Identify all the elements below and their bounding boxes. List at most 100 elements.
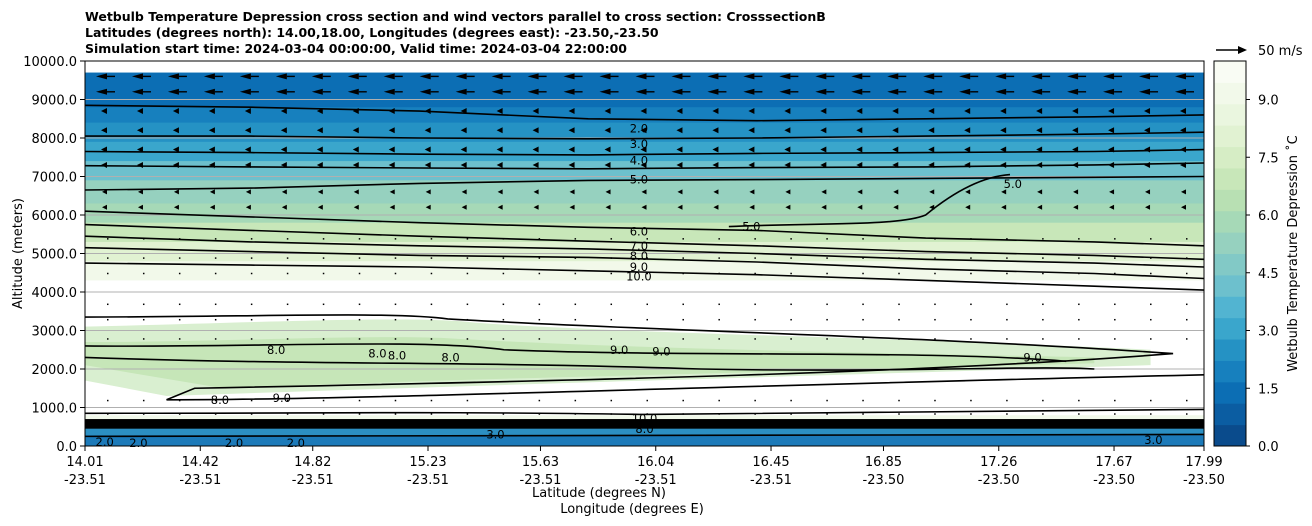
contour-label: 8.0 (630, 249, 648, 263)
x-axis-label-lat: Latitude (degrees N) (532, 486, 666, 501)
wind-vector (142, 318, 145, 321)
contour-lines (85, 104, 1204, 438)
wind-vector (1186, 318, 1188, 321)
wind-vector (1078, 238, 1080, 240)
wind-vector (568, 161, 575, 168)
wind-vector (527, 88, 539, 95)
wind-vector (748, 127, 755, 134)
contour-line (85, 210, 1204, 247)
contour-label: 4.0 (630, 153, 648, 167)
wind-vector (568, 127, 575, 134)
colorbar-tick-label: 9.0 (1258, 94, 1279, 109)
wind-vector (610, 338, 613, 340)
wind-vector (178, 238, 181, 240)
contour-label: 6.0 (630, 225, 648, 239)
contour-band (85, 141, 1204, 163)
wind-vector (563, 73, 575, 80)
wind-vector (599, 88, 611, 95)
wind-vector (856, 161, 863, 168)
wind-vector (1175, 73, 1186, 80)
wind-vector (784, 127, 791, 134)
wind-vector (964, 108, 971, 115)
wind-vector (604, 161, 611, 168)
wind-vector (856, 146, 863, 153)
wind-vector (1108, 108, 1115, 115)
wind-vector (142, 257, 145, 259)
contour-label: 3.0 (486, 427, 504, 441)
wind-vector (640, 108, 647, 115)
wind-vector (203, 73, 215, 80)
wind-vector (347, 88, 359, 95)
y-tick-label: 6000.0 (32, 209, 78, 224)
wind-vector (496, 161, 503, 168)
wind-vector (502, 238, 505, 240)
contour-label: 8.0 (388, 349, 406, 363)
wind-vector (856, 127, 863, 134)
contour-line (85, 314, 1204, 401)
contour-label: 5.0 (630, 173, 648, 187)
wind-vector (604, 146, 611, 153)
wind-vector (178, 303, 181, 306)
wind-vector (1036, 161, 1043, 168)
wind-vector (1006, 413, 1008, 415)
wind-vector (826, 338, 828, 340)
wind-vector (928, 146, 935, 153)
contour-band (85, 337, 1095, 389)
wind-vector (317, 189, 323, 195)
wind-vector (1036, 146, 1043, 153)
wind-vector (96, 73, 107, 80)
wind-vector (970, 238, 972, 240)
wind-vector (1042, 257, 1044, 259)
wind-vector (1150, 399, 1152, 402)
wind-vector (322, 272, 325, 275)
wind-vector (214, 272, 217, 275)
wind-vector (1000, 146, 1007, 153)
wind-vector (137, 189, 143, 195)
wind-vector (424, 127, 431, 134)
wind-vector (208, 161, 215, 168)
wind-vector (934, 338, 936, 340)
x-tick-label-lon: -23.51 (750, 473, 792, 488)
x-tick-label-lon: -23.51 (407, 473, 449, 488)
wind-vectors (96, 73, 1194, 415)
x-tick-label-lon: -23.50 (1183, 473, 1225, 488)
wind-vector (286, 257, 289, 259)
wind-vector (1180, 161, 1186, 168)
wind-vector (898, 257, 900, 259)
wind-vector (815, 73, 827, 80)
wind-vector (1186, 272, 1188, 275)
wind-vector (1186, 238, 1188, 240)
wind-vector (532, 127, 539, 134)
wind-vector (107, 413, 109, 415)
wind-vector (394, 257, 397, 259)
wind-vector (671, 88, 683, 95)
wind-vector (1114, 257, 1116, 259)
contour-line (85, 408, 1204, 416)
wind-vector (898, 238, 900, 240)
wind-vector (851, 73, 863, 80)
wind-vector (538, 399, 541, 402)
wind-vector (102, 189, 107, 195)
wind-vector (898, 318, 900, 321)
wind-vector (1042, 303, 1044, 306)
wind-vector (646, 338, 648, 340)
wind-vector (538, 318, 541, 321)
wind-vector (245, 189, 251, 195)
wind-vector (640, 146, 647, 153)
wind-vector (748, 161, 755, 168)
contour-line (85, 246, 1204, 280)
wind-vector (424, 146, 431, 153)
wind-vector (280, 146, 287, 153)
wind-vector (790, 303, 792, 306)
wind-vector (322, 413, 325, 415)
contour-line (85, 104, 1204, 122)
wind-vector (424, 108, 431, 115)
wind-vector (280, 108, 287, 115)
wind-vector (209, 204, 215, 210)
wind-vector (964, 127, 971, 134)
wind-vector (466, 238, 469, 240)
wind-vector (970, 303, 972, 306)
wind-vector (754, 272, 756, 275)
wind-vector (1000, 161, 1007, 168)
wind-vector (311, 73, 323, 80)
